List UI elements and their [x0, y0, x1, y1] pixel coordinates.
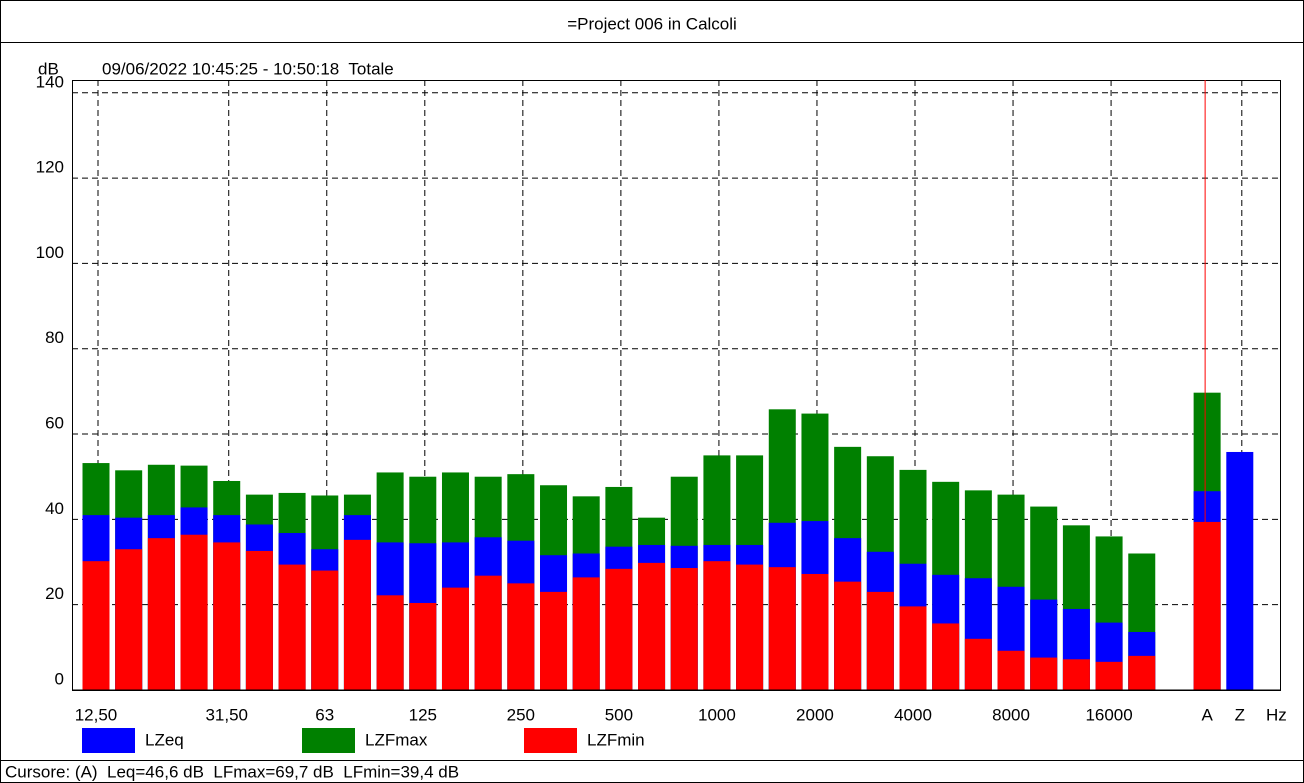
legend-swatch: [82, 728, 135, 753]
x-tick-label: 4000: [894, 705, 932, 724]
bar: [213, 542, 241, 690]
bar: [1128, 655, 1156, 690]
bar: [768, 567, 796, 690]
x-tick-label: 1000: [698, 705, 736, 724]
bar: [964, 638, 992, 690]
y-axis-label: dB: [38, 59, 59, 78]
x-tick-label: A: [1201, 705, 1213, 724]
bar: [834, 581, 862, 690]
legend-label: LZFmin: [587, 730, 645, 749]
bar: [343, 539, 371, 690]
bar: [311, 570, 339, 690]
bar: [899, 606, 927, 690]
x-axis-label: Hz: [1266, 705, 1287, 724]
bar: [736, 564, 764, 690]
subtitle: 09/06/2022 10:45:25 - 10:50:18 Totale: [102, 59, 394, 78]
x-tick-label: 500: [605, 705, 633, 724]
y-tick-label: 0: [55, 669, 64, 688]
y-tick-label: 120: [36, 158, 64, 177]
legend-label: LZFmax: [365, 730, 428, 749]
cursor-readout: Cursore: (A) Leq=46,6 dB LFmax=69,7 dB L…: [5, 762, 459, 781]
x-tick-label: Z: [1235, 705, 1245, 724]
bar: [115, 549, 143, 690]
x-tick-label: 31,50: [205, 705, 248, 724]
x-tick-label: 12,50: [75, 705, 118, 724]
bar: [670, 568, 698, 690]
y-tick-label: 100: [36, 243, 64, 262]
x-tick-label: 8000: [992, 705, 1030, 724]
bar: [507, 583, 535, 690]
bar: [376, 595, 404, 690]
x-tick-label: 16000: [1085, 705, 1132, 724]
bar: [1193, 521, 1221, 690]
bar: [1095, 661, 1123, 690]
legend-label: LZeq: [145, 730, 184, 749]
legend-swatch: [302, 728, 355, 753]
bar: [638, 562, 666, 690]
bar: [1062, 659, 1090, 690]
bar: [441, 587, 469, 690]
bar: [82, 561, 110, 690]
bar: [997, 650, 1025, 690]
x-tick-label: 125: [409, 705, 437, 724]
y-tick-label: 140: [36, 72, 64, 91]
chart-title: =Project 006 in Calcoli: [567, 14, 737, 33]
bar: [540, 591, 568, 690]
bar: [245, 550, 273, 690]
bar: [409, 602, 437, 690]
y-tick-label: 80: [45, 328, 64, 347]
bar: [572, 577, 600, 690]
x-tick-label: 2000: [796, 705, 834, 724]
bar: [278, 564, 306, 690]
y-tick-label: 40: [45, 499, 64, 518]
bar: [801, 573, 829, 690]
y-tick-label: 60: [45, 414, 64, 433]
bar: [1030, 657, 1058, 690]
bar: [474, 575, 502, 690]
bar: [866, 591, 894, 690]
x-tick-label: 250: [507, 705, 535, 724]
bar: [180, 534, 208, 690]
bar: [147, 538, 175, 690]
bar: [605, 568, 633, 690]
legend-swatch: [524, 728, 577, 753]
bar: [703, 561, 731, 690]
bar: [932, 623, 960, 690]
x-tick-label: 63: [315, 705, 334, 724]
y-tick-label: 20: [45, 584, 64, 603]
bar: [1226, 451, 1254, 690]
